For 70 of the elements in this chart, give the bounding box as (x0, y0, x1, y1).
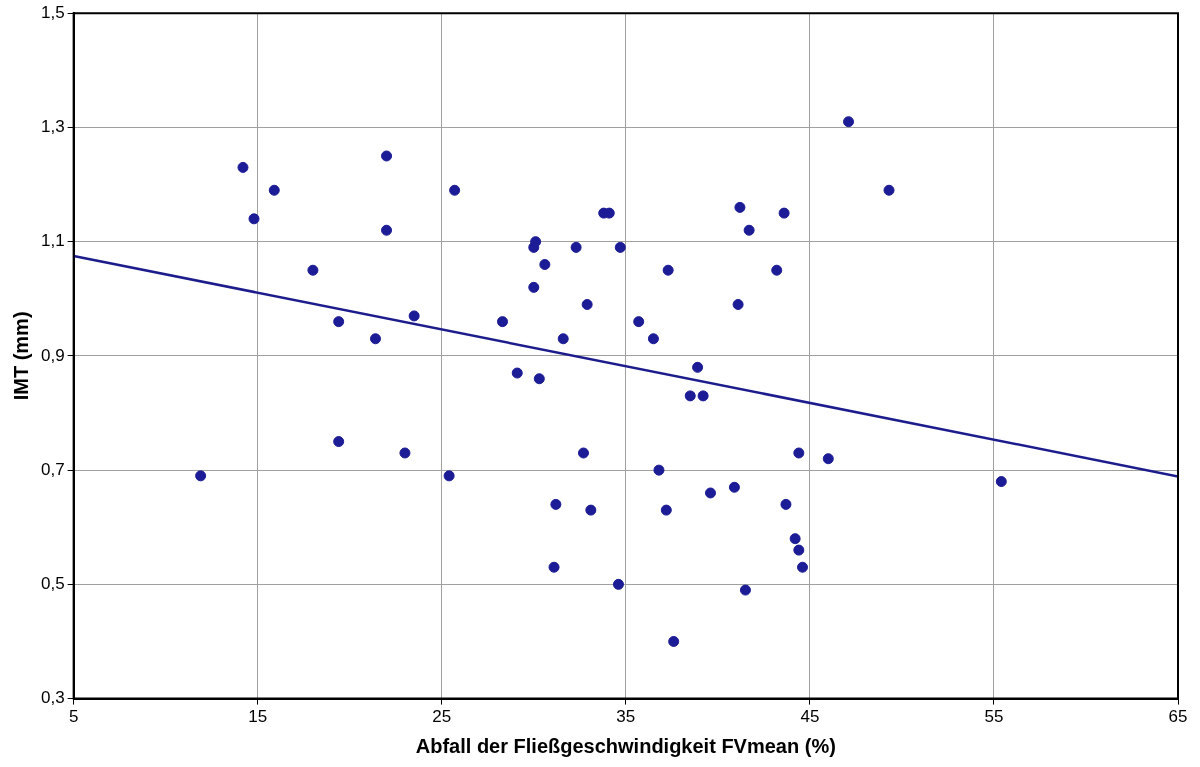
point (995, 476, 1007, 488)
y-tick-label: 0,7 (40, 459, 65, 479)
point (408, 310, 420, 322)
point (883, 184, 895, 196)
point (497, 316, 508, 328)
point (732, 299, 744, 310)
point (793, 447, 805, 459)
y-tick-label: 1,3 (40, 117, 65, 137)
point (449, 184, 461, 196)
point (399, 447, 411, 459)
x-axis-title: Abfall der Fließgeschwindigkeit FVmean (%) (415, 734, 836, 757)
x-tick-label: 55 (984, 707, 1004, 727)
y-tick-label: 1,1 (40, 231, 65, 251)
point (797, 561, 809, 573)
y-tick-label: 0,5 (40, 574, 65, 594)
point (728, 481, 740, 493)
point (443, 470, 455, 482)
point (333, 316, 345, 328)
point (734, 201, 746, 213)
x-tick-label: 45 (800, 707, 820, 727)
point (662, 264, 674, 276)
y-tick-label: 0,3 (40, 688, 65, 708)
y-axis-title: IMT (mm) (9, 311, 32, 401)
point (780, 498, 792, 510)
x-tick-label: 5 (68, 707, 79, 727)
point (557, 333, 569, 345)
point (195, 470, 207, 482)
point (581, 299, 593, 310)
x-tick-label: 15 (248, 707, 268, 727)
x-tick-label: 35 (616, 707, 636, 727)
y-tick-label: 1,5 (40, 2, 65, 22)
point (647, 333, 659, 345)
point (778, 207, 790, 219)
point (248, 213, 260, 225)
point (697, 390, 709, 402)
point (577, 447, 589, 459)
point (570, 241, 582, 253)
point (585, 504, 597, 516)
point (612, 578, 624, 590)
point (684, 390, 696, 402)
point (704, 487, 716, 499)
point (237, 161, 249, 173)
point (822, 453, 834, 465)
point (550, 498, 562, 510)
point (633, 316, 645, 328)
point (793, 544, 805, 556)
point (381, 150, 393, 162)
point (539, 259, 551, 271)
point (333, 436, 345, 448)
point (511, 367, 523, 379)
point (771, 264, 783, 276)
point (369, 333, 381, 345)
point (660, 504, 672, 516)
point (533, 373, 545, 385)
point (548, 561, 560, 573)
point (789, 533, 801, 545)
point (843, 116, 855, 128)
x-tick-label: 65 (1168, 707, 1188, 727)
point (668, 635, 680, 647)
point (307, 264, 319, 276)
point (743, 224, 755, 236)
point (692, 361, 704, 373)
point (739, 584, 751, 596)
x-tick-label: 25 (432, 707, 452, 727)
point (614, 241, 626, 253)
y-tick-label: 0,9 (40, 345, 65, 365)
point (268, 184, 280, 196)
point (381, 224, 393, 236)
point (653, 464, 665, 476)
point (528, 281, 540, 293)
